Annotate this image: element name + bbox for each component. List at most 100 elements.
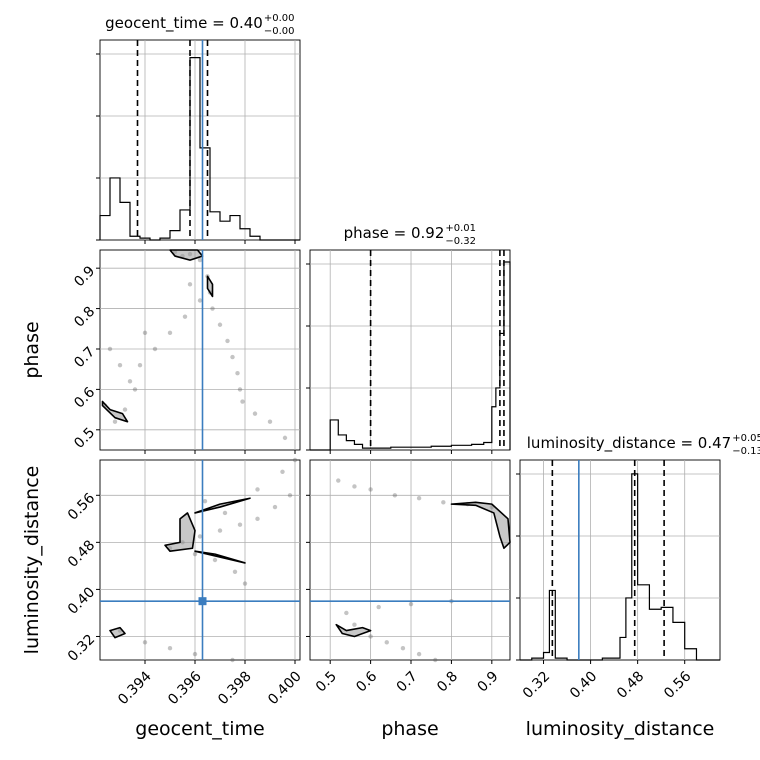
sample-point bbox=[416, 651, 422, 657]
sample-point bbox=[217, 528, 223, 533]
sample-point bbox=[197, 534, 203, 539]
density-contour bbox=[101, 400, 129, 423]
sample-point bbox=[368, 487, 373, 492]
histogram-panel-phase bbox=[309, 249, 511, 451]
sample-point bbox=[202, 498, 208, 504]
x-tick-label: 0.394 bbox=[115, 668, 155, 708]
sample-point bbox=[167, 646, 173, 651]
y-axis-label: luminosity_distance bbox=[21, 466, 43, 655]
sample-point bbox=[441, 500, 446, 505]
sample-point bbox=[352, 484, 357, 489]
x-axis-label: geocent_time bbox=[135, 718, 264, 740]
sample-point bbox=[117, 362, 123, 368]
sample-point bbox=[225, 338, 230, 344]
y-tick-label: 0.6 bbox=[71, 384, 98, 411]
sample-point bbox=[192, 651, 198, 657]
sample-point bbox=[376, 604, 381, 610]
sample-point bbox=[230, 657, 235, 663]
density-contour bbox=[164, 512, 196, 552]
title-minus: −0.13 bbox=[732, 446, 760, 457]
y-axis-label: phase bbox=[21, 321, 43, 378]
sample-point bbox=[192, 551, 198, 557]
sample-point bbox=[237, 387, 243, 392]
x-tick-label: 0.56 bbox=[661, 668, 694, 701]
injection-marker bbox=[198, 597, 207, 606]
scatter-panel-geocent_time-phase bbox=[99, 249, 301, 451]
sample-point bbox=[400, 646, 406, 651]
title-text: phase = 0.92 bbox=[344, 224, 445, 242]
sample-point bbox=[217, 322, 223, 327]
sample-point bbox=[292, 457, 298, 463]
scatter-panel-geocent_time-luminosity_distance bbox=[99, 459, 301, 661]
sample-point bbox=[235, 371, 240, 376]
sample-point bbox=[112, 419, 118, 424]
sample-point bbox=[210, 306, 215, 311]
sample-point bbox=[222, 510, 228, 516]
y-tick-label: 0.7 bbox=[71, 344, 98, 371]
y-tick-label: 0.32 bbox=[65, 631, 98, 664]
sample-point bbox=[384, 640, 389, 645]
sample-point bbox=[187, 282, 193, 287]
sample-point bbox=[352, 622, 357, 627]
density-contour bbox=[335, 623, 372, 638]
density-contour bbox=[169, 249, 204, 261]
y-tick-label: 0.48 bbox=[65, 537, 98, 570]
y-tick-label: 0.56 bbox=[65, 490, 98, 523]
y-tick-label: 0.9 bbox=[71, 263, 98, 290]
x-tick-label: 0.400 bbox=[265, 668, 305, 708]
title-plus: +0.01 bbox=[445, 223, 476, 234]
x-tick-label: 0.398 bbox=[215, 668, 255, 708]
title-luminosity_distance: luminosity_distance = 0.47 +0.05 −0.13 bbox=[527, 433, 760, 457]
sample-point bbox=[344, 610, 349, 616]
sample-point bbox=[167, 330, 173, 336]
sample-point bbox=[230, 354, 235, 360]
sample-point bbox=[267, 419, 273, 424]
title-geocent_time: geocent_time = 0.40 +0.00 −0.00 bbox=[105, 13, 294, 37]
sample-point bbox=[127, 379, 133, 384]
sample-point bbox=[122, 407, 128, 412]
sample-point bbox=[132, 387, 138, 392]
sample-point bbox=[212, 557, 218, 563]
sample-point bbox=[197, 298, 203, 303]
x-tick-label: 0.32 bbox=[520, 668, 553, 701]
sample-point bbox=[142, 640, 148, 645]
histogram-panel-luminosity_distance bbox=[519, 459, 721, 661]
title-text: geocent_time = 0.40 bbox=[105, 14, 263, 33]
sample-point bbox=[152, 346, 158, 352]
x-tick-label: 0.8 bbox=[434, 668, 461, 695]
x-tick-label: 0.40 bbox=[567, 668, 600, 701]
histogram-luminosity_distance bbox=[520, 473, 720, 661]
density-contour bbox=[109, 626, 126, 639]
sample-point bbox=[242, 581, 248, 586]
sample-point bbox=[240, 399, 245, 404]
sample-point bbox=[255, 487, 260, 492]
scatter-panel-phase-luminosity_distance bbox=[309, 459, 511, 661]
sample-point bbox=[368, 634, 373, 639]
sample-point bbox=[182, 314, 188, 319]
sample-point bbox=[280, 469, 285, 474]
title-phase: phase = 0.92 +0.01 −0.32 bbox=[344, 223, 476, 247]
x-tick-label: 0.7 bbox=[394, 668, 421, 695]
sample-point bbox=[433, 657, 438, 663]
density-contour bbox=[194, 497, 251, 514]
y-tick-label: 0.40 bbox=[65, 584, 98, 617]
sample-point bbox=[197, 257, 203, 263]
sample-point bbox=[336, 478, 341, 483]
title-minus: −0.00 bbox=[264, 26, 295, 37]
sample-point bbox=[416, 496, 422, 501]
density-contour bbox=[194, 550, 246, 564]
sample-point bbox=[232, 569, 238, 574]
x-tick-label: 0.5 bbox=[313, 668, 340, 695]
sample-point bbox=[272, 504, 278, 510]
x-tick-label: 0.396 bbox=[165, 668, 205, 708]
sample-point bbox=[287, 493, 293, 498]
title-text: luminosity_distance = 0.47 bbox=[527, 434, 731, 453]
sample-point bbox=[237, 522, 243, 527]
sample-point bbox=[137, 362, 143, 368]
x-axis-label: phase bbox=[381, 718, 438, 740]
sample-point bbox=[392, 493, 398, 498]
title-plus: +0.00 bbox=[264, 13, 295, 24]
density-contour bbox=[450, 501, 511, 550]
y-tick-label: 0.8 bbox=[71, 304, 98, 331]
